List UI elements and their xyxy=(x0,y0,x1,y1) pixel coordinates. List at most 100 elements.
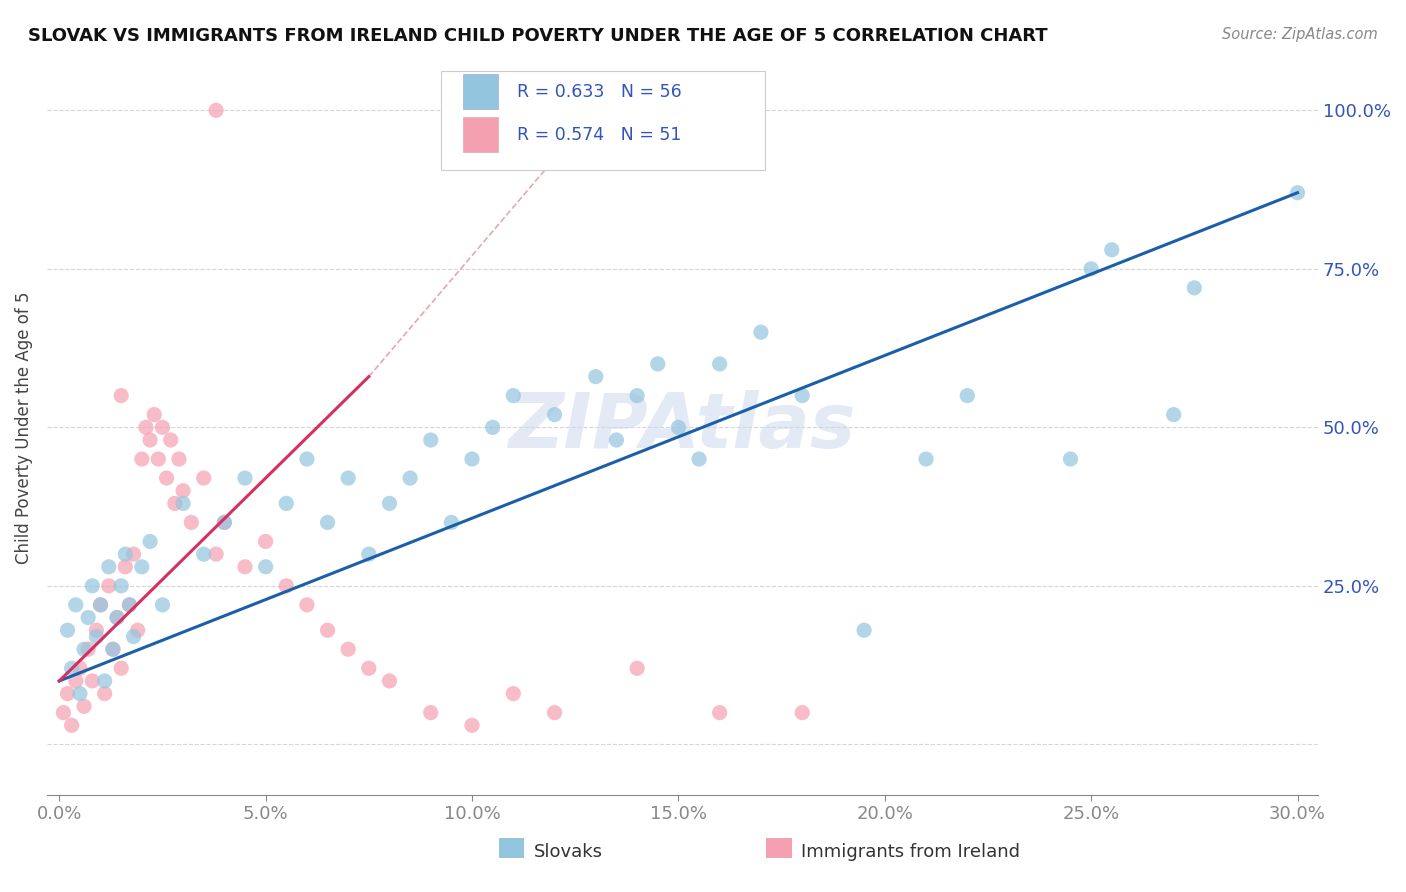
Point xyxy=(110,389,132,403)
Point xyxy=(205,103,228,118)
Text: SLOVAK VS IMMIGRANTS FROM IRELAND CHILD POVERTY UNDER THE AGE OF 5 CORRELATION C: SLOVAK VS IMMIGRANTS FROM IRELAND CHILD … xyxy=(28,27,1047,45)
Point xyxy=(152,420,174,434)
Point xyxy=(792,389,814,403)
Point xyxy=(77,610,100,624)
Point xyxy=(118,598,141,612)
Point xyxy=(214,516,236,530)
Point xyxy=(69,661,91,675)
Point xyxy=(73,642,96,657)
Point xyxy=(114,559,136,574)
Point xyxy=(97,579,120,593)
Text: ZIPAtlas: ZIPAtlas xyxy=(509,391,856,465)
Point xyxy=(105,610,128,624)
Point xyxy=(101,642,124,657)
Point xyxy=(543,706,565,720)
Point xyxy=(585,369,607,384)
Point xyxy=(205,547,228,561)
Point xyxy=(254,534,277,549)
Point xyxy=(172,496,194,510)
Point xyxy=(337,642,360,657)
Point xyxy=(502,687,524,701)
Point xyxy=(139,433,162,447)
Text: R = 0.633   N = 56: R = 0.633 N = 56 xyxy=(517,83,682,101)
Point xyxy=(152,598,174,612)
Point xyxy=(688,452,710,467)
Point xyxy=(502,389,524,403)
Point xyxy=(419,706,441,720)
Point xyxy=(605,433,627,447)
Point xyxy=(172,483,194,498)
Point xyxy=(110,661,132,675)
Point xyxy=(82,673,104,688)
Point xyxy=(65,673,87,688)
Point xyxy=(666,420,689,434)
Point xyxy=(93,673,115,688)
Point xyxy=(97,559,120,574)
Point xyxy=(1080,261,1102,276)
FancyBboxPatch shape xyxy=(463,117,498,153)
Point xyxy=(135,420,157,434)
Point xyxy=(163,496,186,510)
Point xyxy=(792,706,814,720)
Point xyxy=(709,706,731,720)
Point xyxy=(60,661,83,675)
FancyBboxPatch shape xyxy=(441,70,765,169)
Point xyxy=(122,547,145,561)
Point xyxy=(118,598,141,612)
Point xyxy=(626,389,648,403)
Point xyxy=(193,471,215,485)
Point xyxy=(1163,408,1185,422)
Point xyxy=(93,687,115,701)
Point xyxy=(357,661,380,675)
Point xyxy=(1101,243,1123,257)
Point xyxy=(69,687,91,701)
Point xyxy=(193,547,215,561)
Point xyxy=(143,408,166,422)
Point xyxy=(139,534,162,549)
Point xyxy=(915,452,938,467)
Point xyxy=(853,624,876,638)
Point xyxy=(86,624,108,638)
Point xyxy=(52,706,75,720)
Point xyxy=(214,516,236,530)
Text: Slovaks: Slovaks xyxy=(534,843,603,861)
Point xyxy=(77,642,100,657)
Point xyxy=(155,471,177,485)
Point xyxy=(316,516,339,530)
Point xyxy=(461,452,484,467)
Point xyxy=(709,357,731,371)
Point xyxy=(357,547,380,561)
Point xyxy=(956,389,979,403)
Point xyxy=(440,516,463,530)
Point xyxy=(543,408,565,422)
Point xyxy=(378,496,401,510)
Point xyxy=(626,661,648,675)
Point xyxy=(86,630,108,644)
Point xyxy=(233,471,256,485)
Point xyxy=(127,624,149,638)
Point xyxy=(1286,186,1309,200)
Point xyxy=(90,598,112,612)
Point xyxy=(101,642,124,657)
Point xyxy=(316,624,339,638)
Point xyxy=(1182,281,1205,295)
Point xyxy=(65,598,87,612)
Point xyxy=(337,471,360,485)
FancyBboxPatch shape xyxy=(463,74,498,109)
Point xyxy=(159,433,181,447)
Point xyxy=(167,452,190,467)
Point xyxy=(378,673,401,688)
Point xyxy=(110,579,132,593)
Point xyxy=(295,452,318,467)
Point xyxy=(114,547,136,561)
Point xyxy=(295,598,318,612)
Point xyxy=(276,579,298,593)
Point xyxy=(399,471,422,485)
Point xyxy=(56,687,79,701)
Point xyxy=(122,630,145,644)
Point xyxy=(148,452,170,467)
Point xyxy=(254,559,277,574)
Text: Source: ZipAtlas.com: Source: ZipAtlas.com xyxy=(1222,27,1378,42)
Point xyxy=(419,433,441,447)
Point xyxy=(82,579,104,593)
